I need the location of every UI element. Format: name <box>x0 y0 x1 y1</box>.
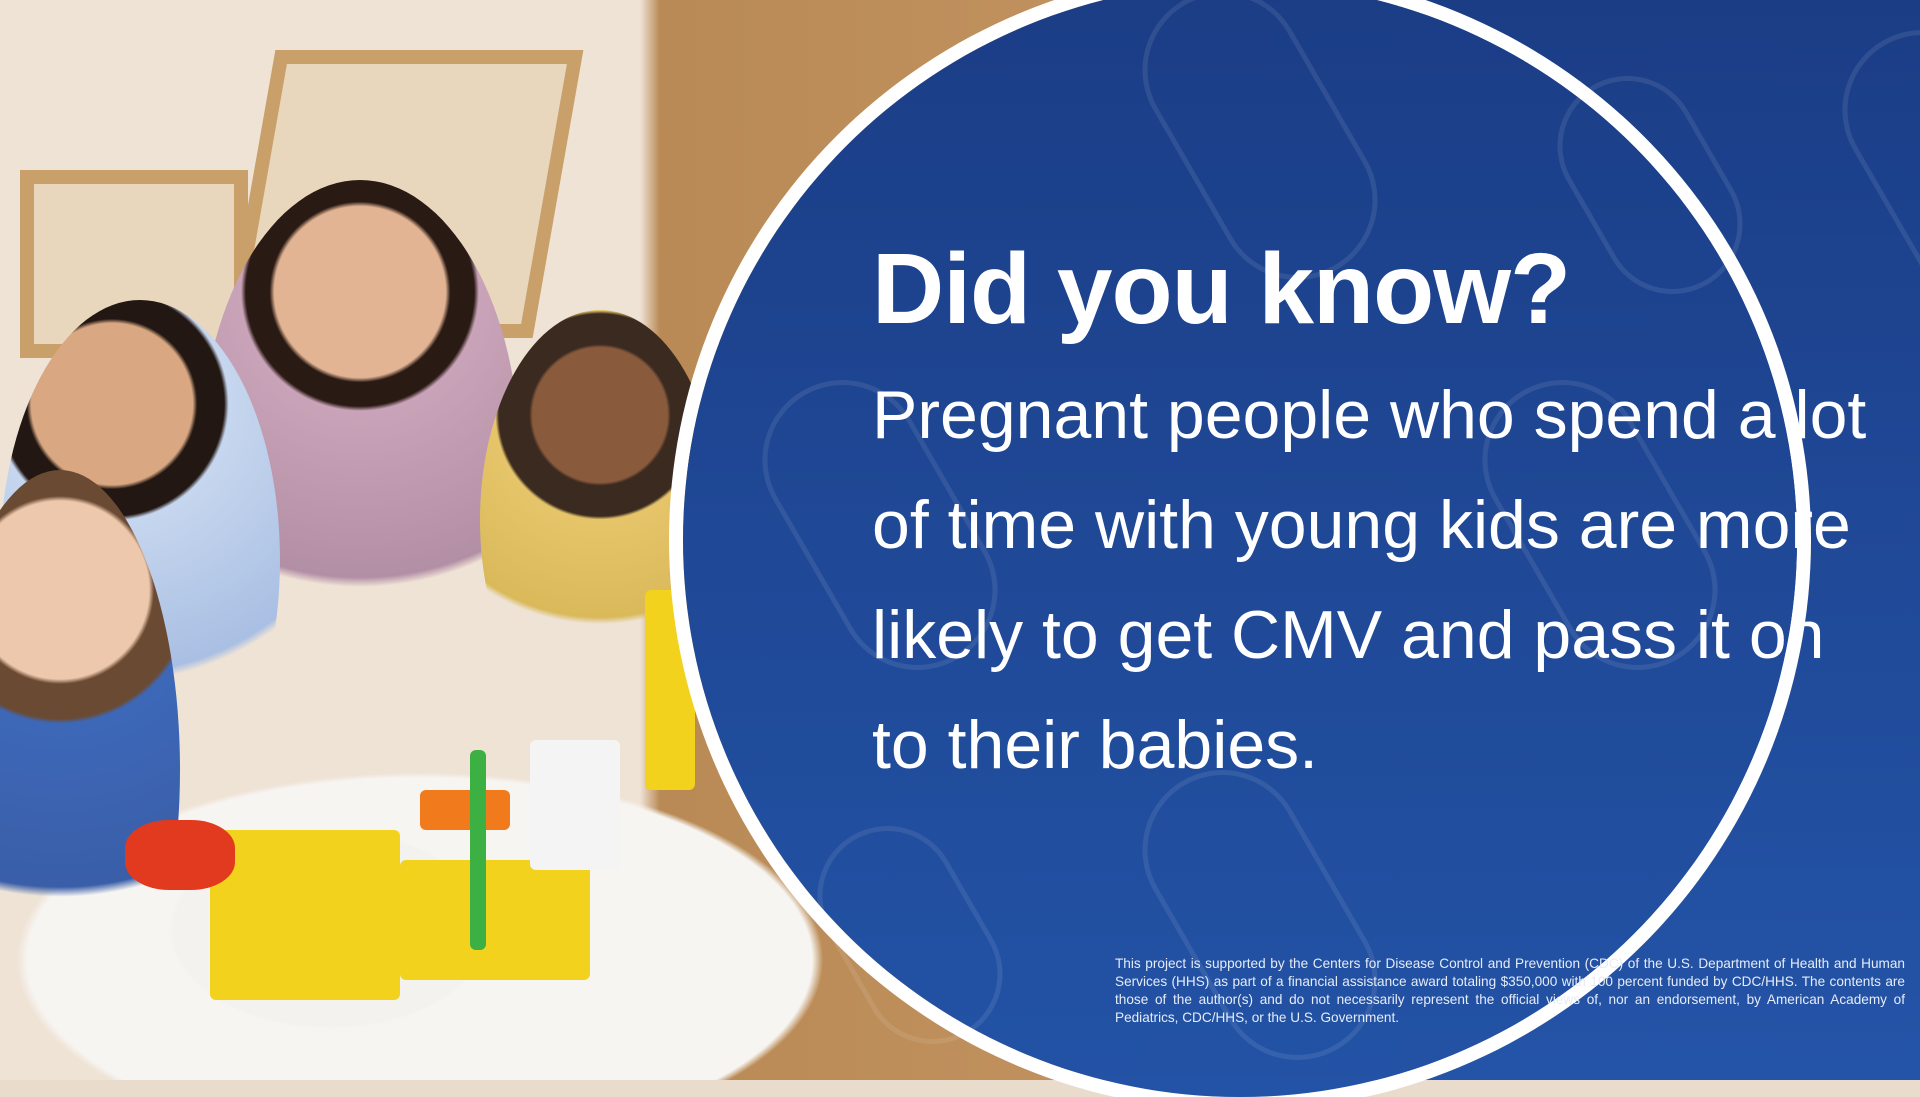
pencil-cup <box>530 740 620 870</box>
info-panel-circle <box>683 0 1797 1097</box>
toy-block <box>125 820 235 890</box>
toy-block <box>400 860 590 980</box>
heading: Did you know? <box>872 233 1571 345</box>
funding-disclaimer: This project is supported by the Centers… <box>1115 956 1905 1025</box>
toy-block <box>420 790 510 830</box>
toy-block <box>210 830 400 1000</box>
body-text: Pregnant people who spend a lot of time … <box>872 377 1867 783</box>
toy-block <box>470 750 486 950</box>
toy-block <box>645 590 695 790</box>
